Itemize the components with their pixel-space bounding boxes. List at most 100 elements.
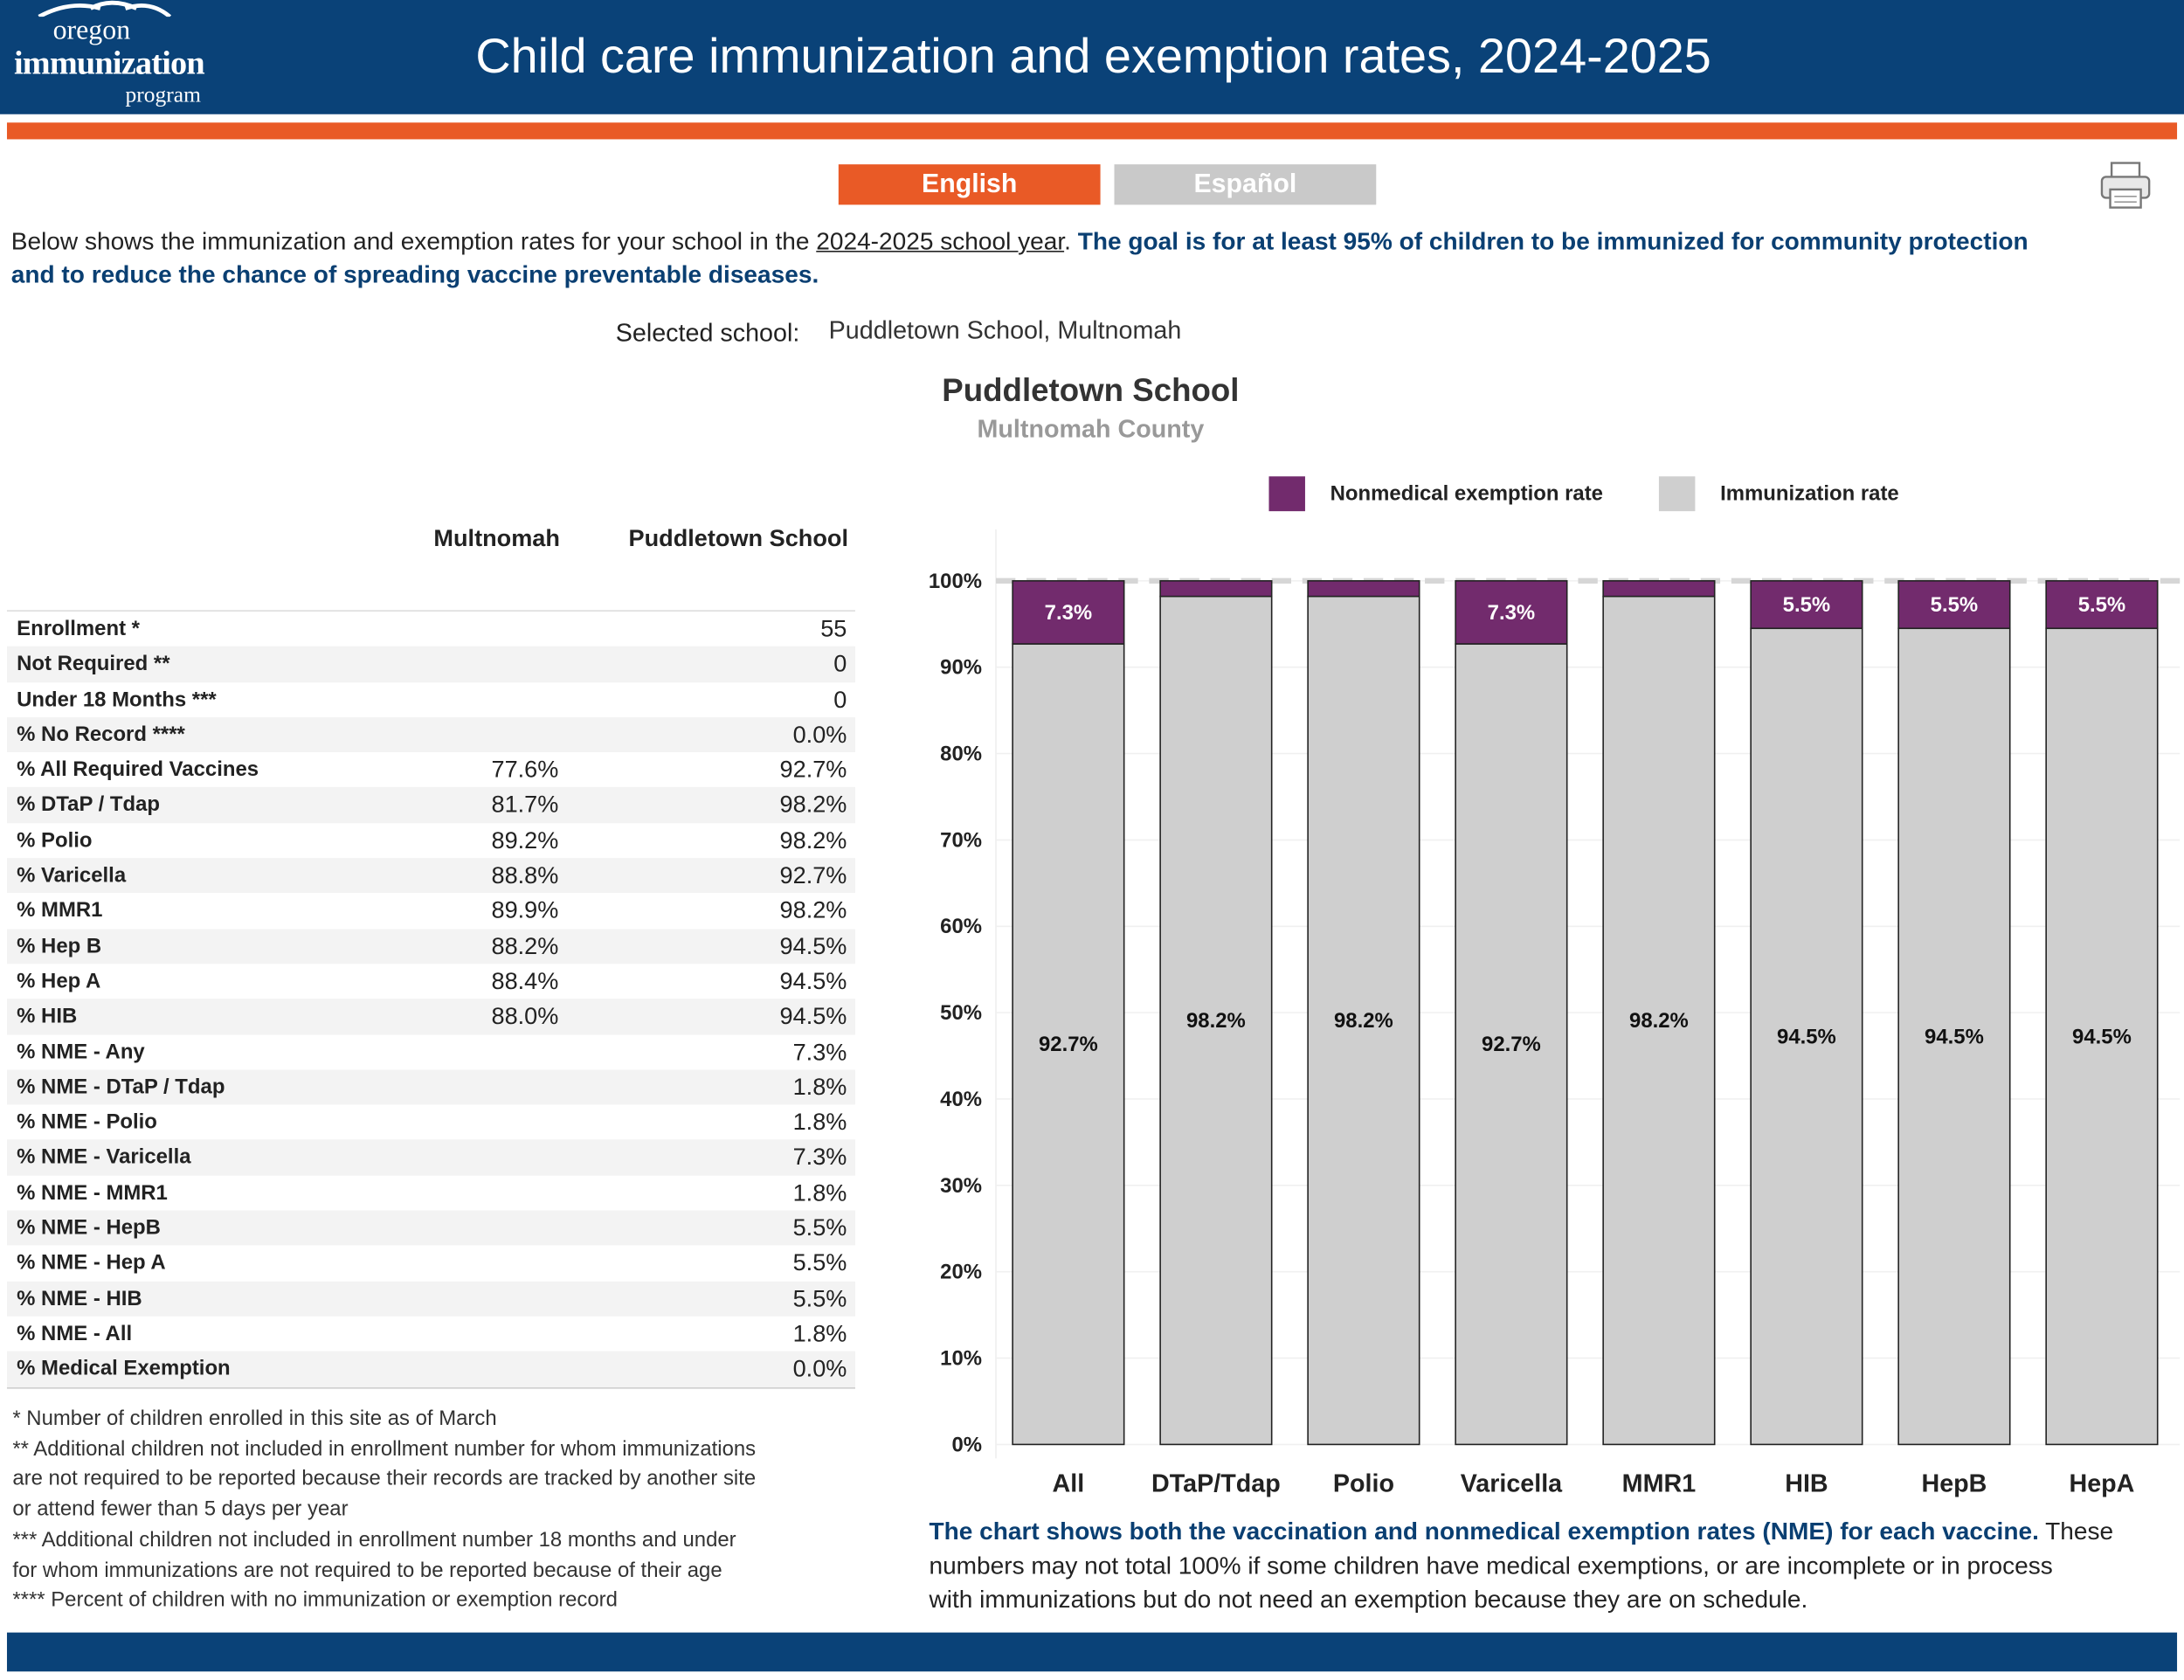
row-label: % NME - HIB xyxy=(17,1286,142,1310)
county-value: 88.4% xyxy=(491,968,559,995)
x-tick-label: DTaP/Tdap xyxy=(1151,1470,1281,1498)
bar-label-immunization: 92.7% xyxy=(1482,1033,1541,1056)
school-value: 1.8% xyxy=(792,1074,847,1101)
spanish-button[interactable]: Español xyxy=(1114,164,1377,205)
row-label: % MMR1 xyxy=(17,898,103,923)
selected-school-label: Selected school: xyxy=(615,319,800,348)
county-value: 81.7% xyxy=(491,792,559,819)
school-value: 92.7% xyxy=(779,757,847,784)
table-row: % Polio 89.2% 98.2% xyxy=(7,823,855,858)
school-value: 55 xyxy=(820,615,847,643)
bar-nme xyxy=(2045,580,2159,630)
rates-table: Enrollment * 55 Not Required ** 0 Under 18… xyxy=(6,610,855,1388)
bar-label-nme: 5.5% xyxy=(1931,593,1979,617)
school-value: 5.5% xyxy=(792,1214,847,1241)
school-value: 0 xyxy=(833,686,847,713)
bar-nme xyxy=(1897,580,2011,630)
row-label: % Polio xyxy=(17,828,93,853)
bar-nme xyxy=(1455,580,1568,645)
table-row: Under 18 Months *** 0 xyxy=(7,682,855,717)
county-value: 77.6% xyxy=(491,757,559,784)
row-label: % NME - Varicella xyxy=(17,1145,191,1170)
table-row: % DTaP / Tdap 81.7% 98.2% xyxy=(6,787,855,823)
table-row: % NME - HIB 5.5% xyxy=(6,1281,855,1317)
school-value: 94.5% xyxy=(779,1003,847,1030)
bar-nme xyxy=(1602,580,1716,598)
logo-arches-icon xyxy=(38,0,172,17)
table-row: % NME - Varicella 7.3% xyxy=(6,1139,855,1176)
y-tick-label: 50% xyxy=(940,1001,982,1025)
row-label: % NME - Any xyxy=(17,1040,145,1064)
bar-label-immunization: 92.7% xyxy=(1039,1033,1098,1056)
chart-note-line-2: numbers may not total 100% if some child… xyxy=(929,1552,2053,1580)
county-value: 88.8% xyxy=(491,862,559,889)
legend-swatch-nme xyxy=(1268,476,1305,512)
bar-label-nme: 5.5% xyxy=(2078,593,2126,617)
bar-label-immunization: 94.5% xyxy=(2072,1025,2132,1048)
footnote: *** Additional children not included in … xyxy=(12,1527,736,1552)
footnote: * Number of children enrolled in this si… xyxy=(12,1407,497,1431)
x-tick-label: HIB xyxy=(1785,1470,1828,1498)
selected-school-dropdown[interactable]: Puddletown School, Multnomah xyxy=(828,315,1182,344)
bar-nme xyxy=(1307,580,1420,598)
y-tick-label: 70% xyxy=(940,828,982,852)
x-tick-label: HepB xyxy=(1921,1470,1987,1498)
row-label: % NME - Hep A xyxy=(17,1251,166,1276)
table-row: % MMR1 89.9% 98.2% xyxy=(7,894,855,929)
intro-line-1: Below shows the immunization and exempti… xyxy=(10,226,2028,255)
school-value: 92.7% xyxy=(779,862,847,889)
column-header-school: Puddletown School xyxy=(628,525,848,552)
chart-note-line-3: with immunizations but do not need an ex… xyxy=(929,1585,1808,1614)
y-tick-label: 60% xyxy=(940,915,982,938)
table-row: % Hep B 88.2% 94.5% xyxy=(6,928,855,964)
table-row: % All Required Vaccines 77.6% 92.7% xyxy=(7,752,855,787)
footnote: ** Additional children not included in e… xyxy=(12,1436,757,1462)
legend-label-immunization: Immunization rate xyxy=(1720,481,1899,506)
county-value: 89.2% xyxy=(491,826,559,854)
x-tick-label: Polio xyxy=(1333,1470,1394,1498)
school-value: 7.3% xyxy=(792,1144,847,1172)
school-value: 5.5% xyxy=(792,1249,847,1277)
printer-icon[interactable] xyxy=(2098,159,2153,212)
bar-nme xyxy=(1159,580,1273,598)
table-row: % NME - All 1.8% xyxy=(7,1317,855,1352)
school-value: 1.8% xyxy=(792,1109,847,1136)
x-tick-label: Varicella xyxy=(1461,1470,1563,1498)
footnote: are not required to be reported because … xyxy=(12,1467,757,1491)
oregon-immunization-logo: oregon immunization program xyxy=(14,0,223,111)
county-value: 88.0% xyxy=(491,1003,559,1030)
school-value: 98.2% xyxy=(779,826,847,854)
y-tick-label: 30% xyxy=(940,1174,982,1198)
bar-immunization xyxy=(1750,627,1863,1446)
school-value: 0.0% xyxy=(792,721,847,749)
footnote: for whom immunizations are not required … xyxy=(12,1558,722,1582)
row-label: Enrollment * xyxy=(17,617,141,641)
table-row: % HIB 88.0% 94.5% xyxy=(6,999,855,1034)
bar-immunization xyxy=(1159,595,1273,1446)
county-name: Multnomah County xyxy=(977,415,1205,444)
footnote: or attend fewer than 5 days per year xyxy=(12,1497,349,1522)
row-label: Not Required ** xyxy=(17,652,170,676)
school-value: 1.8% xyxy=(792,1320,847,1347)
chart-note-line-1: The chart shows both the vaccination and… xyxy=(929,1517,2114,1545)
row-label: % NME - MMR1 xyxy=(17,1180,168,1205)
row-label: % All Required Vaccines xyxy=(17,757,259,782)
row-label: % HIB xyxy=(17,1004,78,1029)
row-label: % Hep A xyxy=(17,969,101,993)
table-row: % Varicella 88.8% 92.7% xyxy=(6,858,855,894)
bar-label-nme: 7.3% xyxy=(1045,601,1093,625)
y-tick-label: 40% xyxy=(940,1088,982,1111)
intro-line-2: and to reduce the chance of spreading va… xyxy=(10,260,819,289)
row-label: % DTaP / Tdap xyxy=(17,792,161,818)
header-bar xyxy=(0,0,2184,114)
row-label: % NME - DTaP / Tdap xyxy=(17,1075,225,1099)
bar-label-immunization: 98.2% xyxy=(1334,1009,1393,1033)
school-value: 1.8% xyxy=(792,1179,847,1206)
row-label: Under 18 Months *** xyxy=(17,687,217,712)
county-value: 89.9% xyxy=(491,897,559,924)
table-row: % No Record **** 0.0% xyxy=(6,716,855,753)
english-button[interactable]: English xyxy=(838,164,1101,205)
school-year-link[interactable]: 2024-2025 school year xyxy=(816,226,1065,255)
county-value: 88.2% xyxy=(491,932,559,960)
y-tick-label: 80% xyxy=(940,743,982,766)
